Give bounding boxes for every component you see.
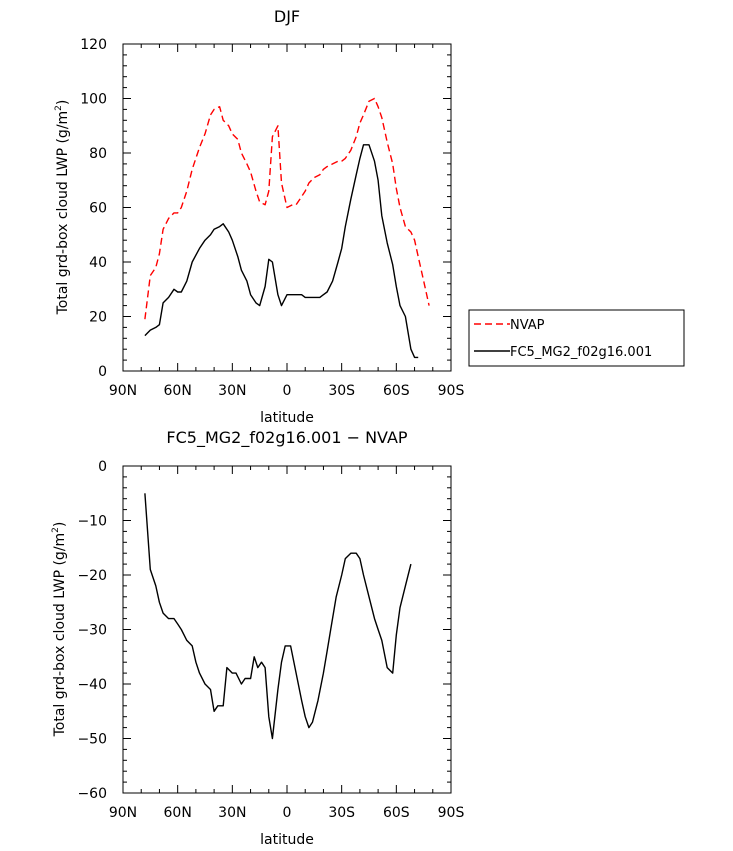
series-group xyxy=(144,493,412,740)
y-tick-label: −40 xyxy=(77,677,107,693)
x-tick-label: 0 xyxy=(283,383,292,399)
x-tick-label: 60S xyxy=(383,805,410,821)
x-tick-label: 90N xyxy=(109,805,137,821)
chart-title: DJF xyxy=(274,7,300,26)
y-axis-label: Total grd-box cloud LWP (g/m2) xyxy=(54,100,71,316)
tick-group: 90N 60N 30N 0 30S 60S 90S 0 −10 −20 −30 −40 −50 −60 xyxy=(77,459,464,821)
y-tick-label: −10 xyxy=(77,514,107,530)
y-tick-label: −60 xyxy=(77,786,107,802)
x-tick-label: 30S xyxy=(328,383,355,399)
x-tick-label: 90N xyxy=(109,383,137,399)
y-tick-label: 0 xyxy=(98,459,107,475)
y-tick-label: −20 xyxy=(77,568,107,584)
tick-group: 90N 60N 30N 0 30S 60S 90S 0 20 40 60 80 100 120 xyxy=(80,37,464,399)
plot-frame xyxy=(122,465,452,794)
y-axis-label: Total grd-box cloud LWP (g/m2) xyxy=(51,522,68,738)
y-tick-label: 80 xyxy=(89,146,107,162)
y-axis-label-main: Total grd-box cloud LWP (g/m xyxy=(55,111,71,316)
x-axis-label: latitude xyxy=(260,832,314,848)
legend: NVAP FC5_MG2_f02g16.001 xyxy=(468,309,685,367)
x-tick-label: 90S xyxy=(438,805,465,821)
x-tick-label: 30N xyxy=(218,383,246,399)
panel-bottom-difference: FC5_MG2_f02g16.001 − NVAP 90N 60N 30N 0 30S 6… xyxy=(51,428,464,848)
legend-box xyxy=(468,309,685,367)
series-line-fc5-mg2-f02g16-001 xyxy=(144,144,419,359)
x-tick-label: 30N xyxy=(218,805,246,821)
x-axis-label: latitude xyxy=(260,410,314,426)
y-axis-label-main: Total grd-box cloud LWP (g/m xyxy=(52,533,68,738)
y-tick-label: −50 xyxy=(77,732,107,748)
x-tick-label: 0 xyxy=(283,805,292,821)
y-tick-label: 120 xyxy=(80,37,107,53)
panel-top-djf: DJF 90N 60N 30N 0 30S 60S 90S 0 20 40 60 80 100 120 l… xyxy=(54,7,685,426)
legend-label-nvap: NVAP xyxy=(510,318,545,333)
x-tick-label: 60S xyxy=(383,383,410,399)
x-tick-label: 30S xyxy=(328,805,355,821)
x-tick-label: 60N xyxy=(164,805,192,821)
series-group xyxy=(144,97,430,359)
y-axis-label-superscript: 2 xyxy=(54,105,64,111)
series-line-fc5-mg2-f02g16-001-nvap xyxy=(144,493,412,740)
y-tick-label: 60 xyxy=(89,201,107,217)
y-axis-label-end: ) xyxy=(52,522,68,527)
y-tick-label: 0 xyxy=(98,364,107,380)
x-tick-label: 90S xyxy=(438,383,465,399)
y-axis-label-superscript: 2 xyxy=(51,527,61,533)
y-axis-label-end: ) xyxy=(55,100,71,105)
x-tick-label: 60N xyxy=(164,383,192,399)
y-tick-label: −30 xyxy=(77,623,107,639)
y-tick-label: 40 xyxy=(89,255,107,271)
legend-label-fc5: FC5_MG2_f02g16.001 xyxy=(510,345,652,360)
y-tick-label: 100 xyxy=(80,92,107,108)
y-tick-label: 20 xyxy=(89,310,107,326)
chart-title: FC5_MG2_f02g16.001 − NVAP xyxy=(166,428,407,448)
plot-frame xyxy=(122,43,452,372)
series-line-nvap xyxy=(144,97,430,320)
